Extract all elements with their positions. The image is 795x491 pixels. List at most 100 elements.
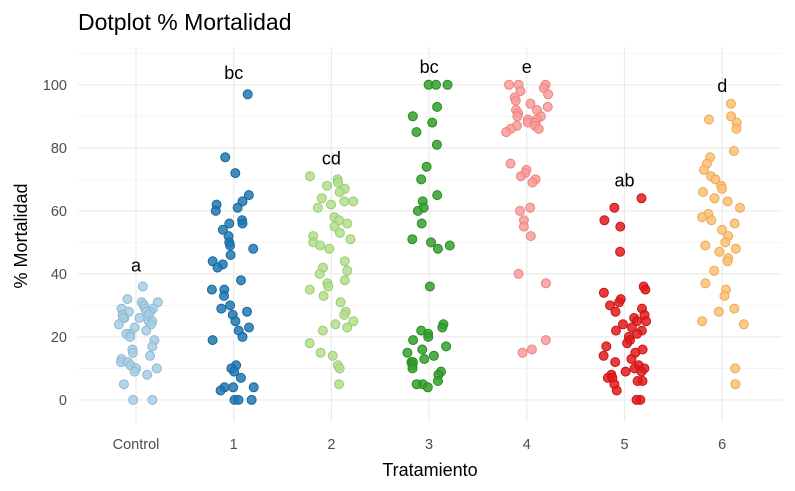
data-point (610, 306, 621, 317)
x-axis-ticks: Control 1 2 3 4 5 6 (113, 437, 727, 453)
data-point (432, 190, 443, 201)
data-point (339, 256, 350, 267)
data-point (235, 372, 246, 383)
data-point (525, 202, 536, 213)
data-point (738, 319, 749, 330)
data-point (599, 215, 610, 226)
data-point (334, 187, 345, 197)
data-point (141, 325, 152, 336)
data-point (134, 313, 145, 323)
data-point (431, 79, 441, 90)
data-point (237, 218, 248, 229)
data-point (402, 347, 413, 358)
data-point (722, 196, 733, 207)
data-point (342, 218, 353, 229)
data-point (442, 79, 453, 90)
data-point (333, 177, 343, 188)
data-point (225, 250, 236, 260)
y-tick-label: 60 (51, 204, 67, 220)
data-point (501, 127, 512, 138)
group-letter-label: bc (224, 63, 243, 83)
data-point (730, 363, 741, 374)
data-point (128, 394, 139, 405)
data-point (151, 363, 162, 374)
data-point (631, 394, 642, 405)
data-point (710, 174, 721, 185)
data-point (412, 205, 423, 216)
data-point (345, 234, 356, 245)
data-point (703, 114, 714, 125)
data-point (416, 174, 427, 185)
data-point (411, 379, 422, 390)
data-point (542, 101, 553, 112)
data-point (304, 284, 315, 295)
data-point (244, 322, 254, 333)
data-point (407, 111, 418, 122)
data-point (233, 394, 244, 405)
data-point (334, 363, 345, 374)
data-point (422, 382, 433, 393)
data-points (113, 79, 749, 405)
data-point (312, 202, 323, 213)
data-point (437, 322, 448, 333)
data-point (335, 297, 346, 308)
data-point (512, 111, 523, 122)
data-point (714, 246, 725, 257)
data-point (636, 193, 647, 204)
data-point (219, 290, 229, 301)
data-point (416, 218, 427, 229)
group-letter-label: e (522, 57, 532, 77)
data-point (525, 98, 536, 109)
data-point (706, 215, 717, 226)
data-point (636, 366, 647, 377)
data-point (540, 278, 551, 289)
y-tick-label: 0 (59, 393, 67, 409)
data-point (730, 379, 741, 390)
data-point (113, 319, 124, 330)
data-point (615, 221, 626, 232)
data-point (334, 227, 345, 238)
data-point (417, 344, 428, 355)
data-point (217, 224, 228, 235)
data-point (615, 246, 626, 257)
grid-lines (78, 47, 782, 422)
data-point (210, 205, 221, 216)
data-point (339, 196, 350, 207)
data-point (212, 262, 223, 273)
x-tick-label: Control (113, 437, 160, 453)
x-tick-label: 6 (718, 437, 726, 453)
data-point (237, 331, 248, 342)
data-point (127, 347, 138, 358)
data-point (444, 240, 455, 251)
data-point (598, 350, 609, 361)
data-point (598, 287, 609, 298)
data-point (730, 243, 741, 254)
data-point (618, 319, 628, 330)
x-tick-label: 2 (327, 437, 335, 453)
data-point (348, 196, 359, 207)
data-point (626, 354, 637, 364)
data-point (697, 212, 707, 223)
data-point (242, 89, 253, 100)
data-point (428, 350, 439, 361)
data-point (525, 231, 536, 242)
y-axis-ticks: 0 20 40 60 80 100 (43, 78, 67, 409)
data-point (431, 139, 442, 150)
data-point (543, 89, 554, 100)
data-point (330, 319, 341, 330)
data-point (427, 117, 438, 128)
data-point (228, 382, 239, 393)
data-point (611, 385, 622, 396)
x-tick-label: 4 (523, 437, 531, 453)
data-point (225, 300, 236, 311)
data-point (125, 331, 136, 342)
data-point (315, 347, 326, 358)
data-point (122, 294, 133, 305)
data-point (339, 275, 350, 286)
data-point (236, 275, 246, 286)
data-point (698, 164, 709, 175)
data-point (515, 86, 526, 97)
data-point (709, 265, 720, 276)
data-point (713, 306, 724, 317)
